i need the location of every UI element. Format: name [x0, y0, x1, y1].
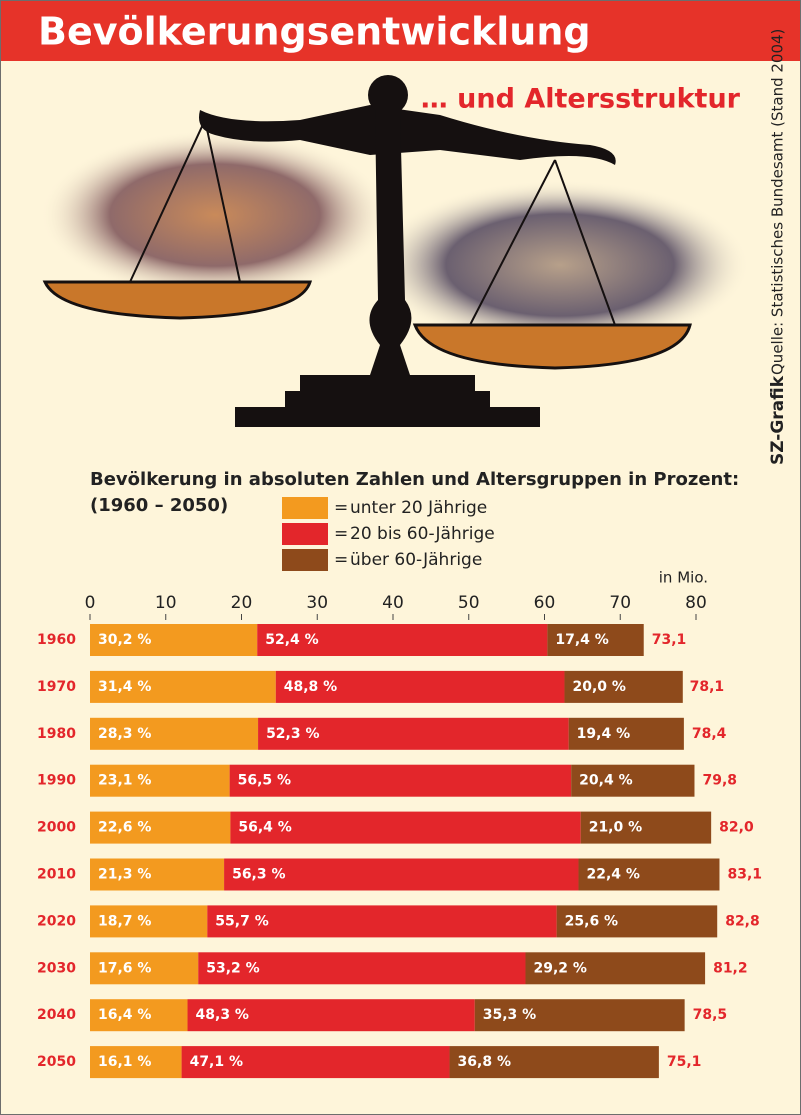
x-tick-label: 0	[85, 593, 96, 613]
segment-label: 20,0 %	[572, 679, 625, 695]
total-label: 83,1	[727, 867, 762, 883]
legend-swatch	[282, 497, 328, 519]
x-tick-label: 10	[155, 593, 177, 613]
legend-label: 20 bis 60-Jährige	[350, 524, 495, 544]
credit: SZ-Grafik	[768, 375, 788, 465]
segment-label: 16,4 %	[98, 1007, 151, 1023]
total-label: 79,8	[702, 773, 737, 789]
segment-label: 28,3 %	[98, 726, 151, 742]
segment-label: 31,4 %	[98, 679, 151, 695]
segment-label: 21,3 %	[98, 867, 151, 883]
total-label: 78,4	[692, 726, 727, 742]
segment-label: 20,4 %	[579, 773, 632, 789]
segment-label: 56,3 %	[232, 867, 285, 883]
row-label: 2020	[37, 913, 76, 929]
segment-label: 56,5 %	[238, 773, 291, 789]
legend-swatch	[282, 549, 328, 571]
side-note: SZ-Grafik Quelle: Statistisches Bundesam…	[768, 29, 788, 465]
total-label: 73,1	[652, 632, 687, 648]
segment-label: 25,6 %	[565, 913, 618, 929]
page: Bevölkerungsentwicklung … und Altersstru…	[0, 0, 801, 1115]
x-tick-label: 30	[306, 593, 328, 613]
segment-label: 30,2 %	[98, 632, 151, 648]
legend-prefix: =	[334, 524, 348, 544]
x-tick-label: 60	[534, 593, 556, 613]
x-tick-label: 70	[609, 593, 631, 613]
source: Quelle: Statistisches Bundesamt (Stand 2…	[769, 29, 787, 375]
segment-label: 23,1 %	[98, 773, 151, 789]
legend-prefix: =	[334, 550, 348, 570]
total-label: 82,0	[719, 820, 754, 836]
total-label: 78,1	[690, 679, 725, 695]
legend-label: über 60-Jährige	[350, 550, 482, 570]
segment-label: 17,4 %	[555, 632, 608, 648]
segment-label: 22,4 %	[586, 867, 639, 883]
segment-label: 22,6 %	[98, 820, 151, 836]
chart-title: Bevölkerung in absoluten Zahlen und Alte…	[90, 469, 739, 490]
x-tick-label: 20	[231, 593, 253, 613]
row-label: 2010	[37, 867, 76, 883]
axis-unit: in Mio.	[659, 569, 708, 587]
x-tick-label: 40	[382, 593, 404, 613]
title: Bevölkerungsentwicklung	[38, 10, 591, 54]
segment-label: 53,2 %	[206, 960, 259, 976]
total-label: 75,1	[667, 1054, 702, 1070]
segment-label: 35,3 %	[483, 1007, 536, 1023]
segment-label: 48,8 %	[284, 679, 337, 695]
legend-prefix: =	[334, 498, 348, 518]
segment-label: 55,7 %	[215, 913, 268, 929]
legend-label: unter 20 Jährige	[350, 498, 487, 518]
segment-label: 19,4 %	[577, 726, 630, 742]
total-label: 78,5	[693, 1007, 728, 1023]
segment-label: 17,6 %	[98, 960, 151, 976]
legend-swatch	[282, 523, 328, 545]
x-tick-label: 50	[458, 593, 480, 613]
segment-label: 16,1 %	[98, 1054, 151, 1070]
row-label: 1970	[37, 679, 76, 695]
segment-label: 18,7 %	[98, 913, 151, 929]
row-label: 2030	[37, 960, 76, 976]
segment-label: 21,0 %	[589, 820, 642, 836]
row-label: 2040	[37, 1007, 76, 1023]
x-tick-label: 80	[685, 593, 707, 613]
subtitle: … und Altersstruktur	[421, 84, 741, 115]
row-label: 2050	[37, 1054, 76, 1070]
row-label: 1990	[37, 773, 76, 789]
row-label: 2000	[37, 820, 76, 836]
total-label: 81,2	[713, 960, 748, 976]
segment-label: 29,2 %	[533, 960, 586, 976]
segment-label: 56,4 %	[238, 820, 291, 836]
segment-label: 48,3 %	[196, 1007, 249, 1023]
segment-label: 52,4 %	[265, 632, 318, 648]
total-label: 82,8	[725, 913, 760, 929]
segment-label: 36,8 %	[458, 1054, 511, 1070]
segment-label: 52,3 %	[266, 726, 319, 742]
row-label: 1960	[37, 632, 76, 648]
infographic: Bevölkerungsentwicklung … und Altersstru…	[0, 0, 801, 1115]
chart-subtitle: (1960 – 2050)	[90, 495, 228, 516]
segment-label: 47,1 %	[190, 1054, 243, 1070]
row-label: 1980	[37, 726, 76, 742]
